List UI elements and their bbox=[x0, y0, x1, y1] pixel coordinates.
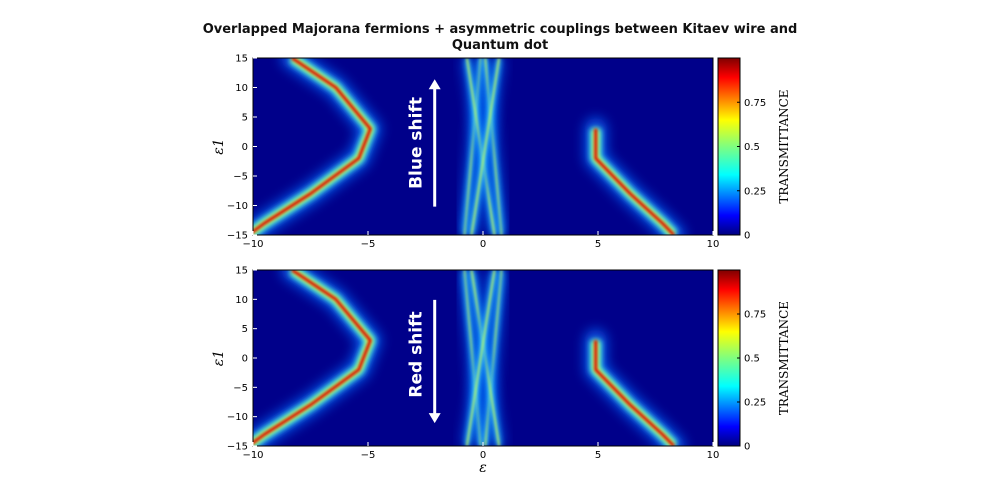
chart-title: Overlapped Majorana fermions + asymmetri… bbox=[202, 22, 798, 37]
shift-annotation: Red shift bbox=[407, 311, 427, 397]
arrow-head-icon bbox=[428, 79, 441, 90]
y-tick-label: 0 bbox=[242, 142, 248, 153]
x-tick-label: −5 bbox=[361, 450, 376, 461]
band-left bbox=[253, 270, 382, 446]
band-core bbox=[466, 270, 496, 446]
plot-area: Blue shift bbox=[253, 58, 685, 235]
x-tick-label: 0 bbox=[480, 450, 486, 461]
colorbar-tick-label: 0.5 bbox=[744, 354, 760, 365]
band-center-a bbox=[459, 270, 486, 446]
band-core bbox=[253, 270, 372, 445]
colorbar-tick-label: 0 bbox=[744, 231, 750, 242]
y-axis-label: ε1 bbox=[211, 138, 227, 154]
y-tick-label: 15 bbox=[235, 54, 248, 65]
y-tick-label: −10 bbox=[227, 201, 248, 212]
x-tick-label: 10 bbox=[707, 450, 720, 461]
x-tick-label: −10 bbox=[242, 239, 263, 250]
band-center-b bbox=[480, 58, 507, 235]
y-tick-label: −5 bbox=[233, 172, 248, 183]
y-tick-label: −15 bbox=[227, 442, 248, 453]
x-tick-label: −5 bbox=[361, 239, 376, 250]
band-core bbox=[463, 270, 482, 446]
x-tick-label: −10 bbox=[242, 450, 263, 461]
band-core bbox=[484, 270, 503, 446]
y-axis-label: ε1 bbox=[211, 350, 227, 366]
band-center-a bbox=[459, 58, 486, 235]
colorbar-tick-label: 0.25 bbox=[744, 398, 766, 409]
band-left bbox=[253, 58, 382, 235]
y-tick-label: 10 bbox=[235, 83, 248, 94]
heatmap-panel-1: Blue shift−10 −5 0 5 10151050−5−10−15ε100.25… bbox=[211, 54, 791, 251]
y-tick-label: 10 bbox=[235, 295, 248, 306]
band-right bbox=[584, 329, 685, 446]
band-core bbox=[463, 58, 482, 235]
band-core bbox=[470, 58, 500, 235]
y-tick-label: 5 bbox=[242, 113, 248, 124]
colorbar-label: TRANSMITTANCE bbox=[777, 301, 791, 415]
arrow-head-icon bbox=[428, 413, 441, 424]
colorbar bbox=[717, 57, 741, 236]
y-tick-label: −10 bbox=[227, 412, 248, 423]
colorbar-tick-label: 0.75 bbox=[744, 310, 766, 321]
x-tick-label: 10 bbox=[707, 239, 720, 250]
colorbar-tick-label: 0.25 bbox=[744, 186, 766, 197]
y-tick-label: 15 bbox=[235, 266, 248, 277]
colorbar-tick-label: 0.75 bbox=[744, 98, 766, 109]
band-core bbox=[594, 340, 675, 446]
colorbar-tick-label: 0.5 bbox=[744, 142, 760, 153]
plot-area: Red shift bbox=[253, 270, 685, 446]
shift-annotation: Blue shift bbox=[407, 97, 427, 189]
band-center-d bbox=[466, 58, 505, 235]
chart-title-line2: Quantum dot bbox=[451, 38, 549, 53]
band-core bbox=[594, 128, 675, 235]
y-tick-label: 5 bbox=[242, 324, 248, 335]
y-tick-label: 0 bbox=[242, 354, 248, 365]
heatmap-panel-2: Red shift−10 −5 0 5 10151050−5−10−15ε1ε00.25… bbox=[211, 266, 791, 477]
x-tick-label: 5 bbox=[595, 450, 601, 461]
band-right bbox=[584, 117, 685, 235]
band-core bbox=[253, 58, 372, 234]
x-axis-label: ε bbox=[479, 460, 487, 476]
y-tick-label: −5 bbox=[233, 383, 248, 394]
x-tick-label: 5 bbox=[595, 239, 601, 250]
colorbar-tick-label: 0 bbox=[744, 442, 750, 453]
x-tick-label: 0 bbox=[480, 239, 486, 250]
band-center-b bbox=[480, 270, 507, 446]
y-tick-label: −15 bbox=[227, 231, 248, 242]
colorbar bbox=[717, 269, 741, 447]
band-center-d bbox=[461, 270, 500, 446]
colorbar-label: TRANSMITTANCE bbox=[777, 89, 791, 203]
band-core bbox=[484, 58, 503, 235]
